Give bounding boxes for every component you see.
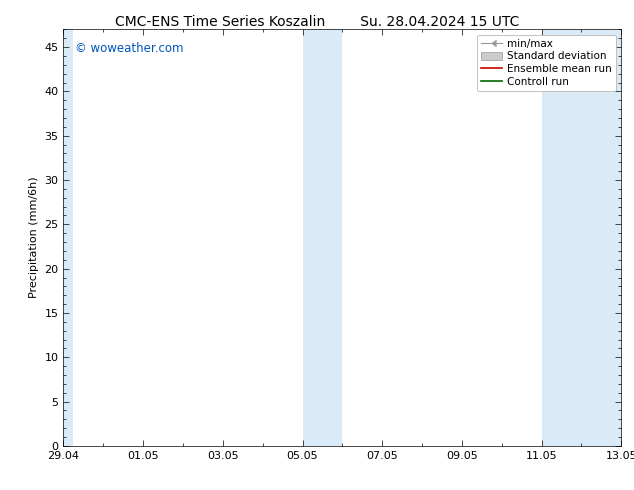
- Bar: [302, 29, 342, 446]
- Bar: [63, 29, 74, 446]
- Text: © woweather.com: © woweather.com: [75, 42, 183, 55]
- Text: CMC-ENS Time Series Koszalin        Su. 28.04.2024 15 UTC: CMC-ENS Time Series Koszalin Su. 28.04.2…: [115, 15, 519, 29]
- Y-axis label: Precipitation (mm/6h): Precipitation (mm/6h): [29, 177, 39, 298]
- Legend: min/max, Standard deviation, Ensemble mean run, Controll run: min/max, Standard deviation, Ensemble me…: [477, 35, 616, 91]
- Bar: [541, 29, 621, 446]
